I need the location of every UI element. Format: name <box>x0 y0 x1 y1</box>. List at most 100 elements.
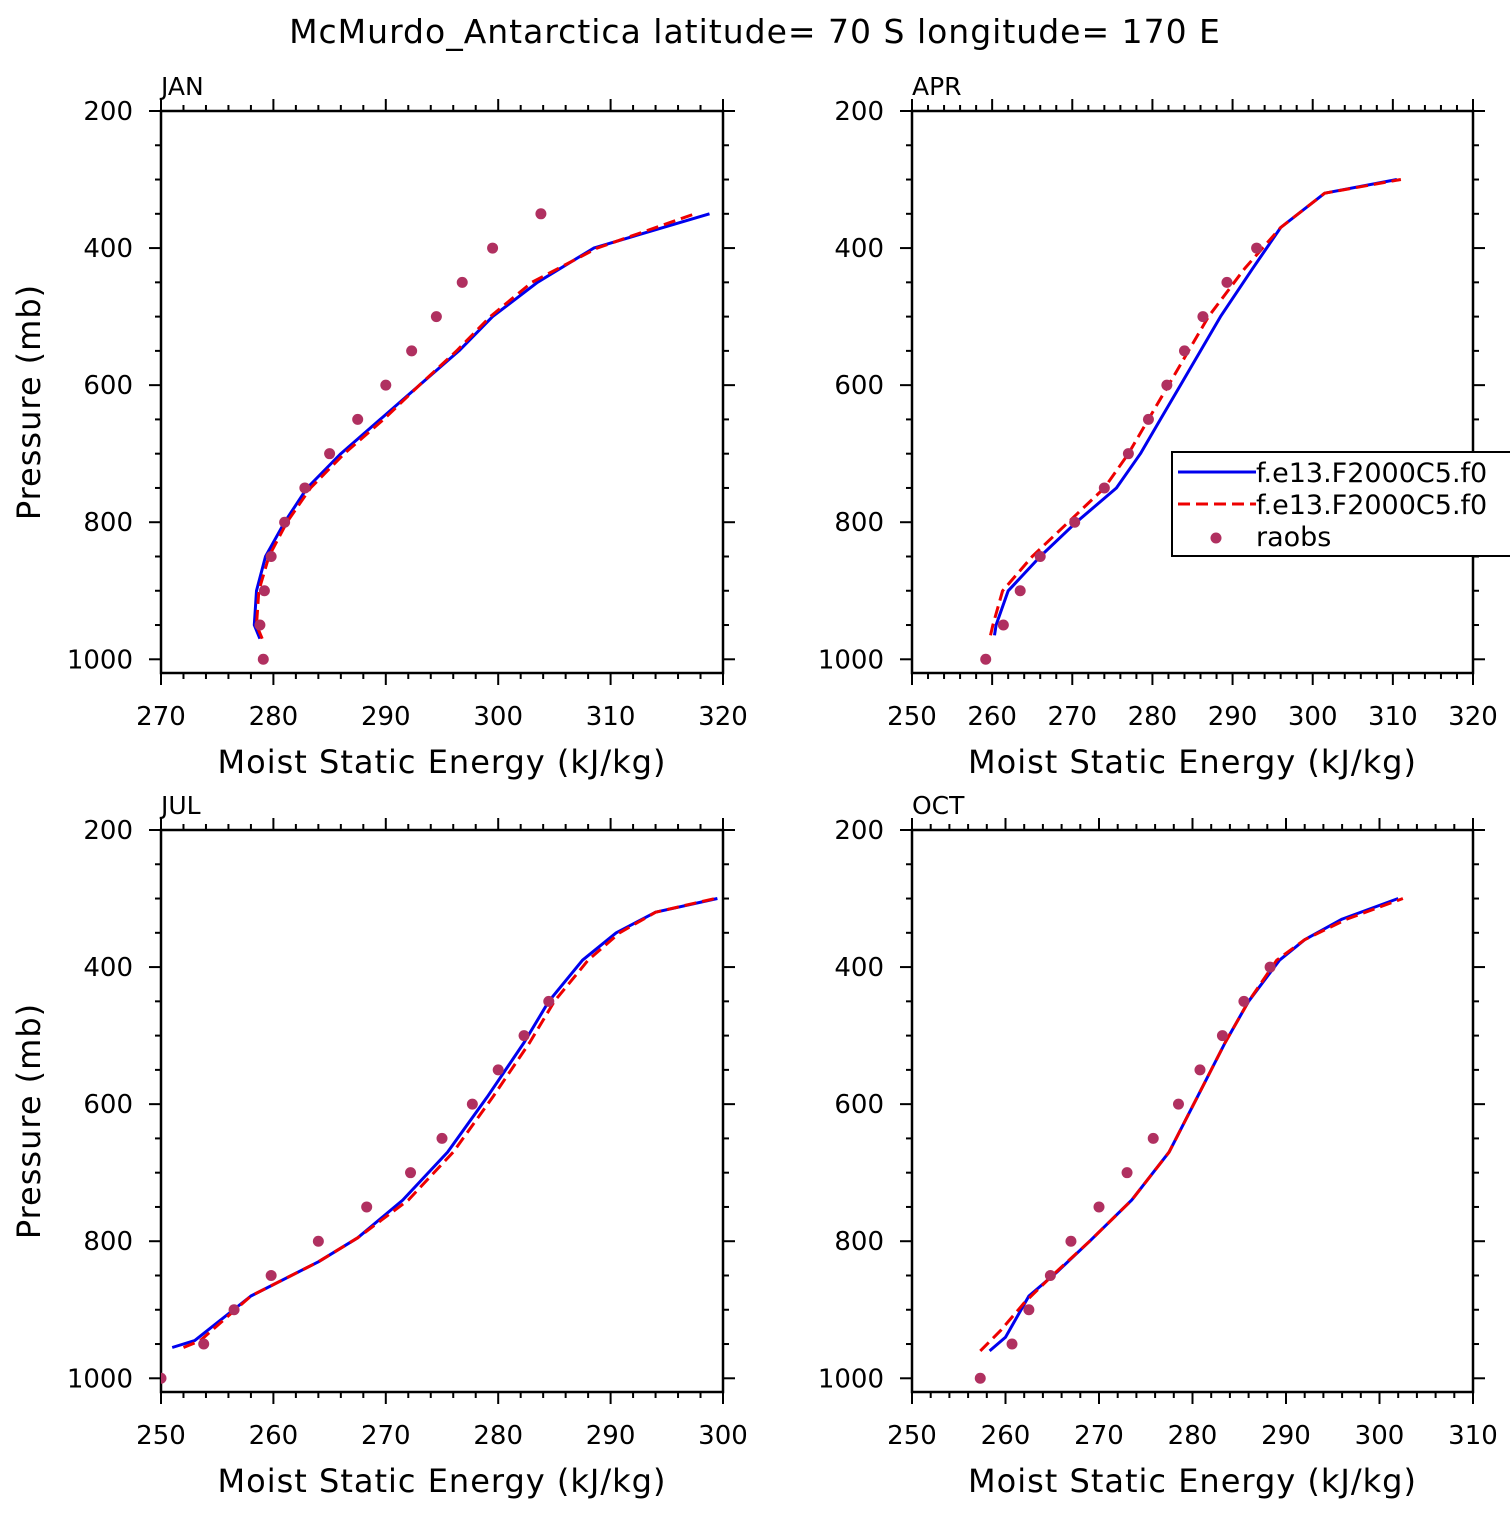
x-tick-label: 310 <box>1448 1421 1498 1451</box>
raobs-point <box>997 619 1009 631</box>
x-tick-label: 250 <box>887 702 937 732</box>
y-tick-label: 200 <box>834 816 884 846</box>
raobs-point <box>258 585 270 597</box>
y-tick-label: 600 <box>834 371 884 401</box>
raobs-point <box>406 345 418 357</box>
raobs-point <box>1197 311 1209 323</box>
raobs-point <box>1221 276 1233 288</box>
raobs-point <box>1161 379 1173 391</box>
x-tick-label: 320 <box>1448 702 1498 732</box>
panel-label: JUL <box>159 791 201 820</box>
model-line-dashed <box>989 178 1402 636</box>
raobs-point <box>254 619 266 631</box>
legend-marker-raobs <box>1210 532 1222 544</box>
x-tick-label: 310 <box>1368 702 1418 732</box>
y-tick-label: 400 <box>83 234 133 264</box>
x-tick-label: 320 <box>698 702 748 732</box>
x-tick-label: 300 <box>473 702 523 732</box>
raobs-point <box>1238 995 1250 1007</box>
raobs-point <box>1147 1132 1159 1144</box>
x-tick-label: 280 <box>1128 702 1178 732</box>
raobs-point <box>257 653 269 665</box>
plot-frame <box>159 828 725 1394</box>
y-axis-label: Pressure (mb) <box>10 284 48 520</box>
y-tick-label: 200 <box>83 816 133 846</box>
y-tick-label: 200 <box>83 97 133 127</box>
y-tick-label: 800 <box>834 1227 884 1257</box>
model-line-solid <box>171 897 718 1349</box>
panel-label: APR <box>912 72 962 101</box>
x-tick-label: 250 <box>136 1421 186 1451</box>
raobs-point <box>466 1098 478 1110</box>
x-tick-label: 300 <box>1288 702 1338 732</box>
raobs-point <box>1194 1064 1206 1076</box>
raobs-point <box>1006 1338 1018 1350</box>
raobs-point <box>405 1167 417 1179</box>
y-tick-label: 400 <box>834 234 884 264</box>
x-tick-label: 290 <box>1208 702 1258 732</box>
raobs-point <box>265 1269 277 1281</box>
panel-jul: 250 260 270 280 290 300 200 400 600 800 1000 JUL Moi… <box>10 791 748 1500</box>
raobs-point <box>361 1201 373 1213</box>
raobs-point <box>974 1372 986 1384</box>
raobs-point <box>279 516 291 528</box>
x-tick-label: 290 <box>1261 1421 1311 1451</box>
x-tick-label: 260 <box>967 702 1017 732</box>
x-tick-label: 260 <box>249 1421 299 1451</box>
x-tick-label: 310 <box>586 702 636 732</box>
model-line-solid <box>988 897 1399 1353</box>
raobs-point <box>518 1030 530 1042</box>
raobs-point <box>352 413 364 425</box>
raobs-point <box>492 1064 504 1076</box>
y-tick-label: 1000 <box>818 645 884 675</box>
raobs-point <box>324 448 336 460</box>
raobs-point <box>1172 1098 1184 1110</box>
panel-label: JAN <box>159 72 204 101</box>
x-tick-label: 250 <box>887 1421 937 1451</box>
panel-apr: 250 260 270 280 290 300 310 320 200 400 600 800 1000… <box>818 72 1510 781</box>
x-axis-label: Moist Static Energy (kJ/kg) <box>968 1462 1417 1500</box>
x-tick-label: 270 <box>1074 1421 1124 1451</box>
x-tick-label: 290 <box>361 702 411 732</box>
model-line-dashed <box>979 897 1404 1352</box>
raobs-point <box>1023 1304 1035 1316</box>
y-tick-label: 600 <box>83 371 133 401</box>
y-tick-label: 1000 <box>67 645 133 675</box>
x-tick-label: 300 <box>1355 1421 1405 1451</box>
y-tick-label: 800 <box>83 508 133 538</box>
model-line-solid <box>993 178 1398 636</box>
raobs-point <box>456 276 468 288</box>
x-tick-label: 270 <box>361 1421 411 1451</box>
plot-frame <box>910 828 1475 1394</box>
model-line-dashed <box>182 897 716 1349</box>
legend-box <box>1171 451 1510 557</box>
y-axis-label: Pressure (mb) <box>10 1003 48 1239</box>
raobs-point <box>299 482 311 494</box>
raobs-point <box>1098 482 1110 494</box>
raobs-point <box>543 995 555 1007</box>
raobs-point <box>535 208 547 220</box>
raobs-point <box>1069 516 1081 528</box>
raobs-point <box>1142 413 1154 425</box>
y-tick-label: 400 <box>83 953 133 983</box>
raobs-point <box>380 379 392 391</box>
series-group <box>980 178 1402 665</box>
raobs-point <box>1065 1235 1077 1247</box>
raobs-point <box>1216 1030 1228 1042</box>
y-tick-label: 200 <box>834 97 884 127</box>
model-line-dashed <box>255 212 696 640</box>
x-tick-label: 290 <box>586 1421 636 1451</box>
raobs-point <box>1178 345 1190 357</box>
series-group <box>161 897 718 1384</box>
y-tick-label: 800 <box>834 508 884 538</box>
x-tick-label: 270 <box>1047 702 1097 732</box>
raobs-point <box>1122 448 1134 460</box>
raobs-point <box>1264 961 1276 973</box>
raobs-point <box>1034 550 1046 562</box>
raobs-point <box>430 311 442 323</box>
series-group <box>974 897 1404 1384</box>
legend-label: raobs <box>1256 522 1331 553</box>
